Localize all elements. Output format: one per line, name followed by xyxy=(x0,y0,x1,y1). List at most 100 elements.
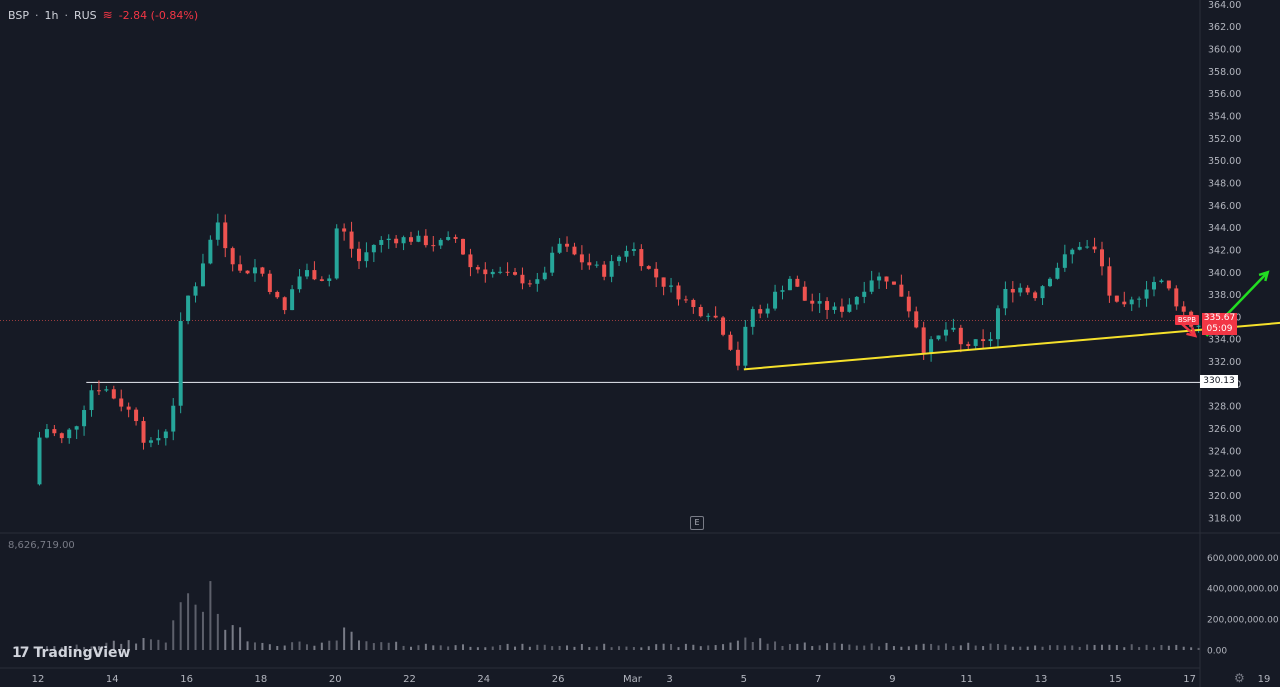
candle-body xyxy=(119,398,124,407)
candle-body xyxy=(1040,286,1045,299)
volume-bar xyxy=(811,646,814,650)
time-tick-label: 14 xyxy=(106,674,119,685)
gear-icon[interactable]: ⚙ xyxy=(1234,671,1245,685)
candle-body xyxy=(513,272,518,275)
candle-body xyxy=(914,311,919,328)
volume-bar xyxy=(142,637,145,650)
candle-body xyxy=(884,276,889,282)
price-tick-label: 346.00 xyxy=(1208,201,1241,212)
volume-bar xyxy=(729,642,732,650)
candle-body xyxy=(364,252,369,262)
price-tick-label: 344.00 xyxy=(1208,223,1241,234)
volume-bar xyxy=(1019,646,1022,650)
time-tick-label: 22 xyxy=(403,674,416,685)
volume-bar xyxy=(1078,646,1081,650)
volume-bar xyxy=(447,646,450,650)
price-tick-label: 340.00 xyxy=(1208,268,1241,279)
volume-bar xyxy=(432,645,435,650)
candle-body xyxy=(631,249,636,251)
candle-body xyxy=(646,266,651,269)
volume-bar xyxy=(1041,646,1044,650)
volume-bar xyxy=(194,604,197,650)
volume-bar xyxy=(97,646,100,650)
candle-body xyxy=(1055,267,1060,279)
tradingview-logo[interactable]: 17 TradingView xyxy=(12,645,130,661)
volume-bar xyxy=(343,627,346,650)
volume-bar xyxy=(372,643,375,650)
volume-bar xyxy=(551,646,554,650)
volume-bar xyxy=(291,642,294,650)
candle-body xyxy=(1152,282,1156,290)
candle-body xyxy=(854,296,859,305)
volume-bar xyxy=(514,646,517,650)
candle-body xyxy=(1144,289,1149,299)
price-tick-label: 364.00 xyxy=(1208,0,1241,11)
volume-bar xyxy=(439,645,442,650)
time-tick-label: 12 xyxy=(32,674,45,685)
candle-body xyxy=(921,327,926,353)
volume-bar xyxy=(1145,644,1148,650)
symbol-name[interactable]: BSP xyxy=(8,8,29,22)
candle-body xyxy=(966,344,971,346)
candle-body xyxy=(765,308,770,314)
volume-value: 8,626,719.00 xyxy=(8,540,75,551)
candle-body xyxy=(1114,295,1119,302)
earnings-marker[interactable]: E xyxy=(690,516,704,530)
volume-tick-label: 0.00 xyxy=(1207,647,1227,657)
price-tick-label: 348.00 xyxy=(1208,178,1241,189)
volume-bar xyxy=(892,646,895,650)
candle-body xyxy=(1062,254,1067,268)
candle-body xyxy=(527,283,532,285)
time-tick-label: 13 xyxy=(1035,674,1048,685)
symbol-legend[interactable]: BSP · 1h · RUS ≋ -2.84 (-0.84%) xyxy=(8,8,198,22)
candle-body xyxy=(572,246,577,255)
candle-body xyxy=(951,327,956,330)
candle-body xyxy=(713,315,718,318)
volume-bar xyxy=(402,645,405,650)
candle-body xyxy=(929,339,934,353)
wave-icon[interactable]: ≋ xyxy=(102,8,113,22)
price-change: -2.84 (-0.84%) xyxy=(118,8,199,22)
volume-bar xyxy=(1063,645,1066,650)
candle-body xyxy=(862,291,867,297)
time-tick-label: 26 xyxy=(552,674,565,685)
price-tick-label: 326.00 xyxy=(1208,424,1241,435)
volume-tick-label: 600,000,000.00 xyxy=(1207,554,1279,564)
candle-body xyxy=(319,279,324,281)
volume-bar xyxy=(1123,647,1126,650)
candle-body xyxy=(1181,306,1186,312)
volume-bar xyxy=(937,645,940,650)
volume-bar xyxy=(707,645,710,650)
volume-bar xyxy=(261,642,264,650)
candle-body xyxy=(82,410,87,427)
candle-body xyxy=(877,276,882,281)
volume-bar xyxy=(744,637,747,650)
volume-bar xyxy=(1034,645,1037,650)
interval-label[interactable]: 1h xyxy=(44,8,59,22)
volume-bar xyxy=(469,646,472,650)
volume-bar xyxy=(521,643,524,650)
candle-body xyxy=(505,271,510,273)
candle-body xyxy=(245,270,250,274)
candle-body xyxy=(565,243,570,247)
candle-body xyxy=(609,261,614,277)
candle-body xyxy=(1174,288,1179,307)
volume-bar xyxy=(231,625,234,650)
candle-body xyxy=(267,273,272,292)
candle-body xyxy=(193,286,198,296)
volume-bar xyxy=(647,646,650,650)
candle-body xyxy=(602,264,607,277)
candle-body xyxy=(535,279,540,284)
volume-bar xyxy=(1026,646,1029,650)
candle-body xyxy=(498,271,503,273)
volume-bar xyxy=(224,629,227,650)
candle-body xyxy=(401,237,406,244)
candle-body xyxy=(223,222,228,249)
exchange-label: RUS xyxy=(73,8,97,22)
volume-bar xyxy=(595,646,598,650)
tradingview-mark-icon: 17 xyxy=(12,645,30,661)
candle-body xyxy=(461,238,466,255)
candle-body xyxy=(825,301,830,310)
